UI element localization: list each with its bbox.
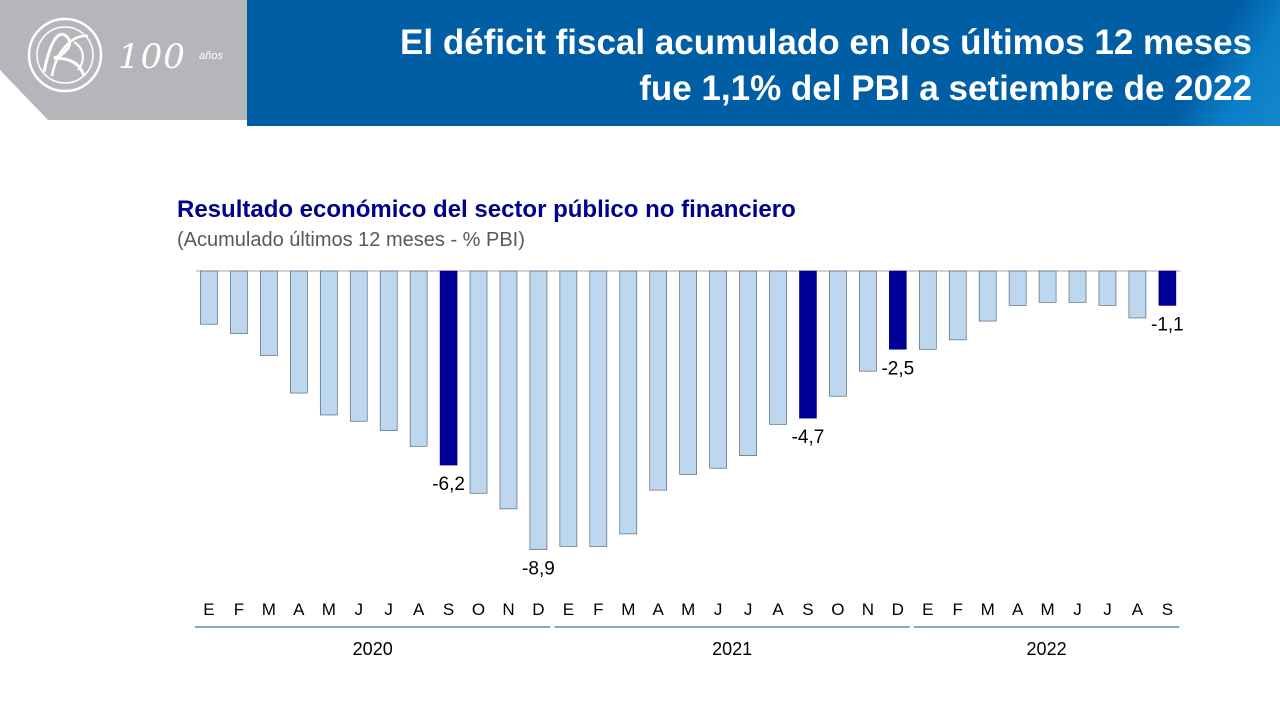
chart-subtitle: (Acumulado últimos 12 meses - % PBI): [177, 229, 525, 251]
bar: [1038, 270, 1057, 303]
data-label: -4,7: [792, 427, 825, 448]
x-tick-label: F: [953, 600, 963, 619]
chart-title: Resultado económico del sector público n…: [177, 196, 796, 223]
bar: [1128, 270, 1147, 319]
bar: [379, 270, 398, 431]
x-tick-label: D: [532, 600, 544, 619]
header-accent: [1140, 0, 1280, 126]
x-tick-label: A: [772, 600, 784, 619]
bar: [709, 270, 727, 469]
x-tick-label: M: [621, 600, 635, 619]
year-label: 2022: [1027, 639, 1067, 659]
data-label: -6,2: [432, 474, 465, 495]
x-tick-label: M: [1040, 600, 1054, 619]
x-tick-label: M: [262, 600, 276, 619]
bar: [349, 270, 368, 422]
page-title: El déficit fiscal acumulado en los últim…: [262, 20, 1252, 112]
logo-panel-fold: [0, 70, 48, 120]
bar: [739, 270, 757, 456]
bar: [1068, 270, 1087, 303]
bar: [230, 270, 248, 334]
bar: [679, 270, 697, 475]
page-title-line-1: El déficit fiscal acumulado en los últim…: [400, 23, 1252, 62]
bar: [559, 270, 578, 547]
bar: [1158, 270, 1177, 306]
x-tick-label: A: [293, 600, 305, 619]
bar: [469, 270, 488, 494]
bar: [290, 270, 308, 394]
x-tick-label: A: [1132, 600, 1144, 619]
data-label: -2,5: [881, 358, 914, 379]
header-band: El déficit fiscal acumulado en los últim…: [247, 0, 1280, 126]
bar: [1008, 270, 1027, 306]
bar: [978, 270, 997, 322]
x-tick-label: J: [1073, 600, 1082, 619]
bar: [319, 270, 338, 416]
bar: [439, 270, 458, 466]
x-tick-label: S: [443, 600, 454, 619]
data-label: -1,1: [1151, 314, 1184, 335]
bar: [409, 270, 428, 447]
x-tick-label: J: [744, 600, 753, 619]
x-tick-label: A: [1012, 600, 1024, 619]
x-tick-label: F: [234, 600, 244, 619]
x-tick-label: D: [892, 600, 904, 619]
x-tick-label: J: [714, 600, 723, 619]
bar: [529, 270, 548, 550]
page-title-line-2: fue 1,1% del PBI a setiembre de 2022: [639, 69, 1252, 108]
x-tick-label: A: [413, 600, 425, 619]
bar: [589, 270, 608, 547]
year-label: 2021: [712, 639, 752, 659]
x-tick-label: J: [1103, 600, 1112, 619]
x-tick-label: J: [384, 600, 393, 619]
x-tick-label: M: [322, 600, 336, 619]
x-tick-label: S: [1162, 600, 1173, 619]
x-tick-label: E: [203, 600, 214, 619]
logo-panel: 100 años: [0, 0, 247, 120]
x-tick-label: N: [862, 600, 874, 619]
bar: [918, 270, 937, 350]
bar: [619, 270, 638, 535]
bar: [859, 270, 877, 372]
data-label: -8,9: [522, 559, 555, 580]
bar: [889, 270, 907, 350]
x-tick-label: E: [922, 600, 933, 619]
logo-years: 100: [118, 37, 186, 77]
x-tick-label: S: [802, 600, 813, 619]
x-tick-label: E: [563, 600, 574, 619]
bar: [769, 270, 787, 425]
x-tick-label: O: [831, 600, 844, 619]
x-tick-label: M: [681, 600, 695, 619]
x-tick-label: O: [472, 600, 485, 619]
x-tick-label: J: [354, 600, 363, 619]
x-tick-label: F: [593, 600, 603, 619]
x-tick-label: M: [981, 600, 995, 619]
bar: [499, 270, 518, 510]
bar: [260, 270, 278, 356]
bar: [829, 270, 847, 397]
bar: [200, 270, 218, 325]
bcrp-monogram-logo: [27, 17, 103, 93]
bar: [799, 270, 817, 419]
bar: [1098, 270, 1117, 306]
bar: [948, 270, 967, 341]
bar: [649, 270, 668, 491]
year-label: 2020: [353, 639, 393, 659]
x-tick-label: N: [502, 600, 514, 619]
logo-years-suffix: años: [199, 50, 223, 62]
x-tick-label: A: [653, 600, 665, 619]
